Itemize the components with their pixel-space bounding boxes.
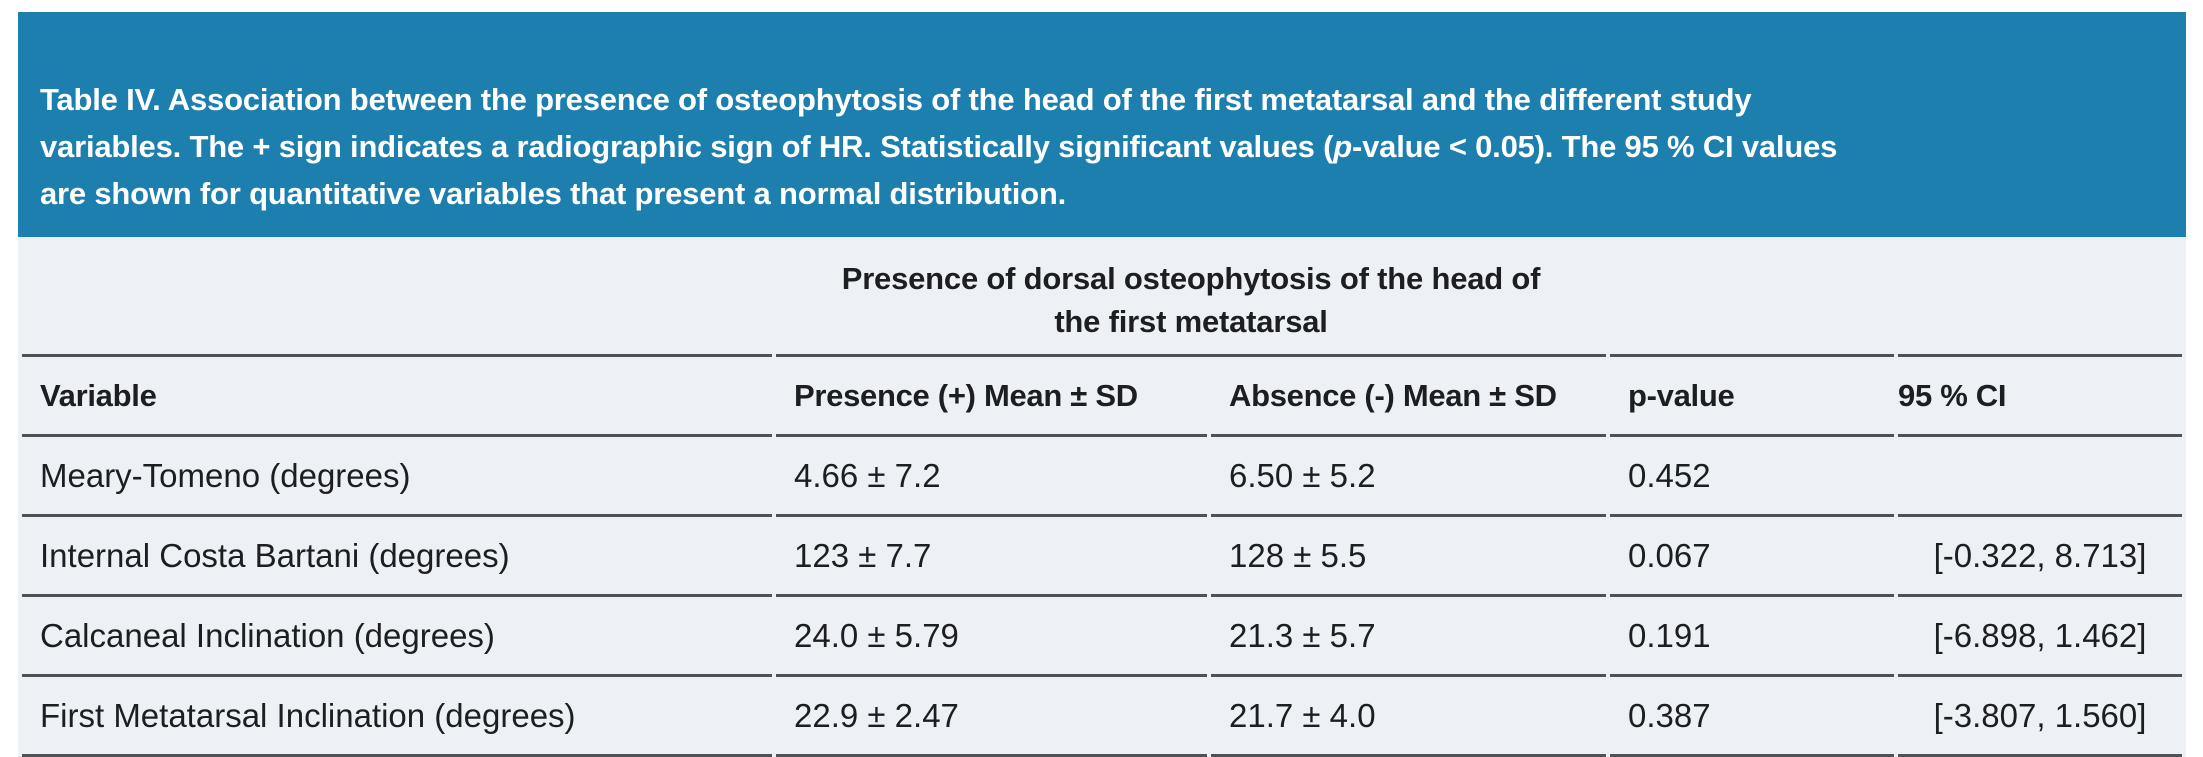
cell-ci: [-3.807, 1.560] [1898, 677, 2183, 757]
cell-absence: 6.50 ± 5.2 [1211, 437, 1607, 517]
table-caption: Table IV. Association between the presen… [18, 12, 2186, 237]
cell-variable: Internal Costa Bartani (degrees) [22, 517, 772, 597]
cell-absence: 21.3 ± 5.7 [1211, 597, 1607, 677]
table-row: Internal Costa Bartani (degrees) 123 ± 7… [22, 517, 2183, 597]
spanning-header-spacer-ci [1898, 237, 2183, 357]
cell-ci [1898, 437, 2183, 517]
cell-variable: First Metatarsal Inclination (degrees) [22, 677, 772, 757]
cell-p-value: 0.067 [1610, 517, 1895, 597]
cell-presence: 123 ± 7.7 [776, 517, 1207, 597]
table-row: First Metatarsal Inclination (degrees) 2… [22, 677, 2183, 757]
col-header-absence: Absence (-) Mean ± SD [1211, 357, 1607, 437]
spanning-header-spacer-pvalue [1610, 237, 1895, 357]
col-header-variable: Variable [22, 357, 772, 437]
column-header-row: Variable Presence (+) Mean ± SD Absence … [22, 357, 2183, 437]
spanning-header-row: Presence of dorsal osteophytosis of the … [22, 237, 2183, 357]
spanning-header: Presence of dorsal osteophytosis of the … [776, 237, 1607, 357]
table-row: Meary-Tomeno (degrees) 4.66 ± 7.2 6.50 ±… [22, 437, 2183, 517]
cell-p-value: 0.191 [1610, 597, 1895, 677]
cell-ci: [-6.898, 1.462] [1898, 597, 2183, 677]
spanning-header-spacer-left [22, 237, 772, 357]
caption-text-pre: Table IV. Association between the presen… [40, 82, 1752, 164]
caption-text-post: -value < 0.05). The 95 % CI values are s… [40, 129, 1838, 211]
cell-variable: Meary-Tomeno (degrees) [22, 437, 772, 517]
cell-presence: 22.9 ± 2.47 [776, 677, 1207, 757]
cell-variable: Calcaneal Inclination (degrees) [22, 597, 772, 677]
table-row: Calcaneal Inclination (degrees) 24.0 ± 5… [22, 597, 2183, 677]
cell-absence: 21.7 ± 4.0 [1211, 677, 1607, 757]
cell-p-value: 0.452 [1610, 437, 1895, 517]
cell-presence: 24.0 ± 5.79 [776, 597, 1207, 677]
cell-absence: 128 ± 5.5 [1211, 517, 1607, 597]
col-header-presence: Presence (+) Mean ± SD [776, 357, 1207, 437]
cell-ci: [-0.322, 8.713] [1898, 517, 2183, 597]
caption-italic-p: p [1333, 129, 1353, 164]
cell-p-value: 0.387 [1610, 677, 1895, 757]
results-table: Presence of dorsal osteophytosis of the … [18, 237, 2187, 757]
cell-presence: 4.66 ± 7.2 [776, 437, 1207, 517]
col-header-p-value: p-value [1610, 357, 1895, 437]
col-header-ci: 95 % CI [1898, 357, 2183, 437]
